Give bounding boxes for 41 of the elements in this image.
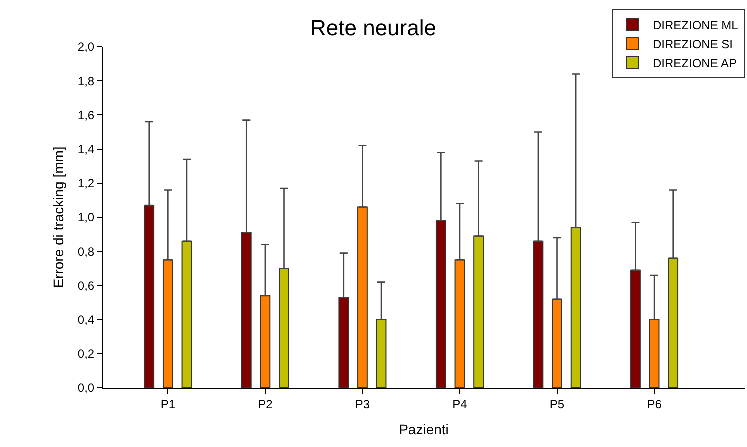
bar bbox=[376, 319, 387, 388]
bar bbox=[533, 240, 544, 388]
y-tick-label: 0,4 bbox=[78, 313, 95, 327]
y-tick-label: 0,2 bbox=[78, 347, 95, 362]
bar bbox=[241, 232, 252, 388]
bar bbox=[552, 298, 562, 388]
y-tick-label: 1,6 bbox=[78, 108, 95, 122]
y-tick-label: 1,8 bbox=[78, 74, 95, 88]
bar bbox=[358, 206, 368, 388]
x-tick-label: P1 bbox=[160, 397, 176, 412]
bar bbox=[630, 270, 641, 388]
x-tick-label: P4 bbox=[452, 397, 468, 412]
y-tick-label: 0,6 bbox=[78, 278, 95, 293]
x-tick-label: P3 bbox=[355, 397, 370, 412]
bar bbox=[649, 319, 660, 388]
bar bbox=[260, 295, 271, 388]
y-tick-label: 0,0 bbox=[78, 381, 95, 396]
x-tick-label: P2 bbox=[258, 397, 274, 412]
y-axis-title: Errore di tracking [mm] bbox=[50, 146, 67, 288]
legend-label: DIREZIONE AP bbox=[653, 56, 738, 71]
bar bbox=[570, 227, 582, 388]
x-tick-label: P5 bbox=[550, 397, 565, 412]
x-axis-title: Pazienti bbox=[399, 422, 449, 438]
bar bbox=[144, 205, 155, 388]
chart-title: Rete neurale bbox=[310, 16, 436, 41]
bar bbox=[338, 297, 350, 388]
bar bbox=[279, 268, 290, 388]
bar bbox=[668, 258, 679, 388]
x-tick-label: P6 bbox=[647, 397, 662, 412]
y-tick-label: 2,0 bbox=[78, 40, 95, 54]
y-tick-label: 1,2 bbox=[78, 176, 95, 191]
y-tick-label: 1,0 bbox=[78, 210, 95, 225]
bar bbox=[454, 260, 466, 388]
bar bbox=[182, 240, 192, 388]
bar bbox=[162, 260, 174, 388]
bar bbox=[474, 236, 484, 388]
y-tick-label: 0,8 bbox=[78, 244, 95, 259]
y-tick-label: 1,4 bbox=[78, 142, 95, 156]
legend-label: DIREZIONE SI bbox=[653, 38, 734, 52]
legend-label: DIREZIONE ML bbox=[653, 18, 739, 33]
bar bbox=[436, 220, 446, 388]
